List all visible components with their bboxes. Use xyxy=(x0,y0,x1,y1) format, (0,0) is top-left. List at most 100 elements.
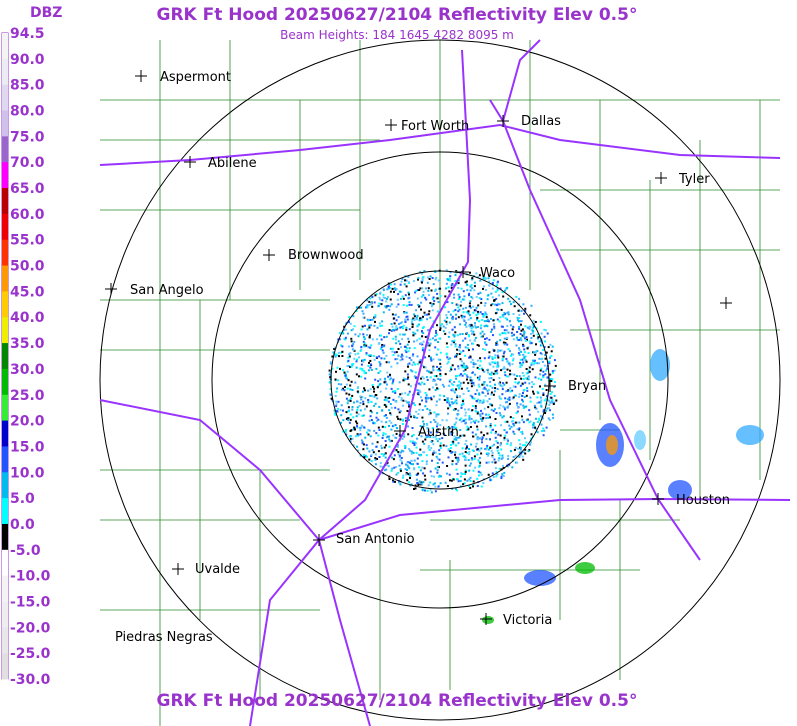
echo xyxy=(461,452,464,455)
echo xyxy=(456,413,459,415)
echo xyxy=(425,400,428,403)
echo xyxy=(549,373,552,376)
echo xyxy=(420,317,423,320)
echo xyxy=(386,397,389,400)
echo xyxy=(516,403,519,406)
echo xyxy=(451,402,454,405)
echo xyxy=(360,439,363,442)
echo xyxy=(475,306,478,309)
echo xyxy=(374,320,376,323)
echo xyxy=(377,418,380,421)
echo xyxy=(496,354,499,357)
echo xyxy=(500,468,503,471)
echo xyxy=(355,309,358,312)
echo xyxy=(434,490,437,493)
color-swatch xyxy=(2,110,8,137)
echo xyxy=(396,388,399,390)
echo xyxy=(419,287,422,290)
echo xyxy=(483,320,486,323)
echo xyxy=(347,419,350,422)
echo xyxy=(390,469,393,472)
echo xyxy=(330,397,333,400)
echo xyxy=(486,452,489,455)
echo xyxy=(477,459,480,462)
echo xyxy=(405,463,407,466)
echo xyxy=(432,369,435,372)
echo xyxy=(461,374,464,377)
echo xyxy=(369,297,372,300)
echo xyxy=(401,392,404,395)
echo xyxy=(474,309,477,312)
echo xyxy=(445,323,448,326)
echo xyxy=(396,415,399,418)
echo xyxy=(522,421,525,424)
echo xyxy=(498,457,501,460)
echo xyxy=(349,413,352,416)
echo xyxy=(520,323,522,326)
echo xyxy=(398,464,401,467)
echo xyxy=(364,377,367,380)
echo xyxy=(499,434,502,437)
echo xyxy=(540,344,543,347)
echo xyxy=(532,326,534,329)
echo xyxy=(458,296,461,299)
echo xyxy=(507,331,510,334)
echo xyxy=(431,386,434,389)
echo xyxy=(495,412,498,414)
echo xyxy=(496,446,499,449)
echo xyxy=(420,319,423,322)
echo xyxy=(444,373,447,376)
echo xyxy=(470,327,473,330)
echo xyxy=(450,286,453,289)
echo xyxy=(463,298,465,301)
echo xyxy=(388,332,390,335)
echo xyxy=(469,480,472,482)
echo xyxy=(461,333,464,335)
echo xyxy=(522,392,524,394)
echo xyxy=(429,275,432,278)
city-label: Aspermont xyxy=(160,70,231,85)
echo xyxy=(480,298,483,301)
echo xyxy=(421,277,424,280)
echo xyxy=(443,434,446,436)
echo xyxy=(389,305,392,308)
echo xyxy=(492,378,495,381)
echo xyxy=(369,319,372,321)
echo xyxy=(483,381,486,383)
echo xyxy=(503,471,506,474)
echo xyxy=(389,283,392,286)
echo xyxy=(464,451,467,453)
echo xyxy=(343,325,346,328)
echo xyxy=(515,412,518,415)
echo xyxy=(452,333,455,336)
echo xyxy=(464,354,466,357)
echo xyxy=(474,363,477,366)
echo-cell xyxy=(575,562,595,574)
echo xyxy=(421,347,424,349)
echo xyxy=(344,338,347,341)
echo xyxy=(390,413,393,416)
echo xyxy=(458,308,461,311)
echo xyxy=(441,383,444,386)
echo xyxy=(421,364,424,367)
echo xyxy=(478,320,481,323)
echo xyxy=(368,300,371,303)
echo xyxy=(442,330,445,333)
echo xyxy=(474,445,477,448)
echo xyxy=(476,436,479,439)
echo xyxy=(391,425,394,428)
echo xyxy=(498,412,501,415)
echo xyxy=(448,404,451,406)
echo xyxy=(386,288,389,291)
echo xyxy=(374,457,377,460)
echo xyxy=(469,314,471,317)
echo xyxy=(367,399,370,401)
echo xyxy=(468,302,471,305)
echo xyxy=(479,311,482,314)
echo xyxy=(526,387,529,390)
echo xyxy=(413,347,416,350)
echo xyxy=(352,428,355,431)
echo xyxy=(427,287,430,290)
echo xyxy=(437,413,440,416)
echo xyxy=(423,442,426,445)
